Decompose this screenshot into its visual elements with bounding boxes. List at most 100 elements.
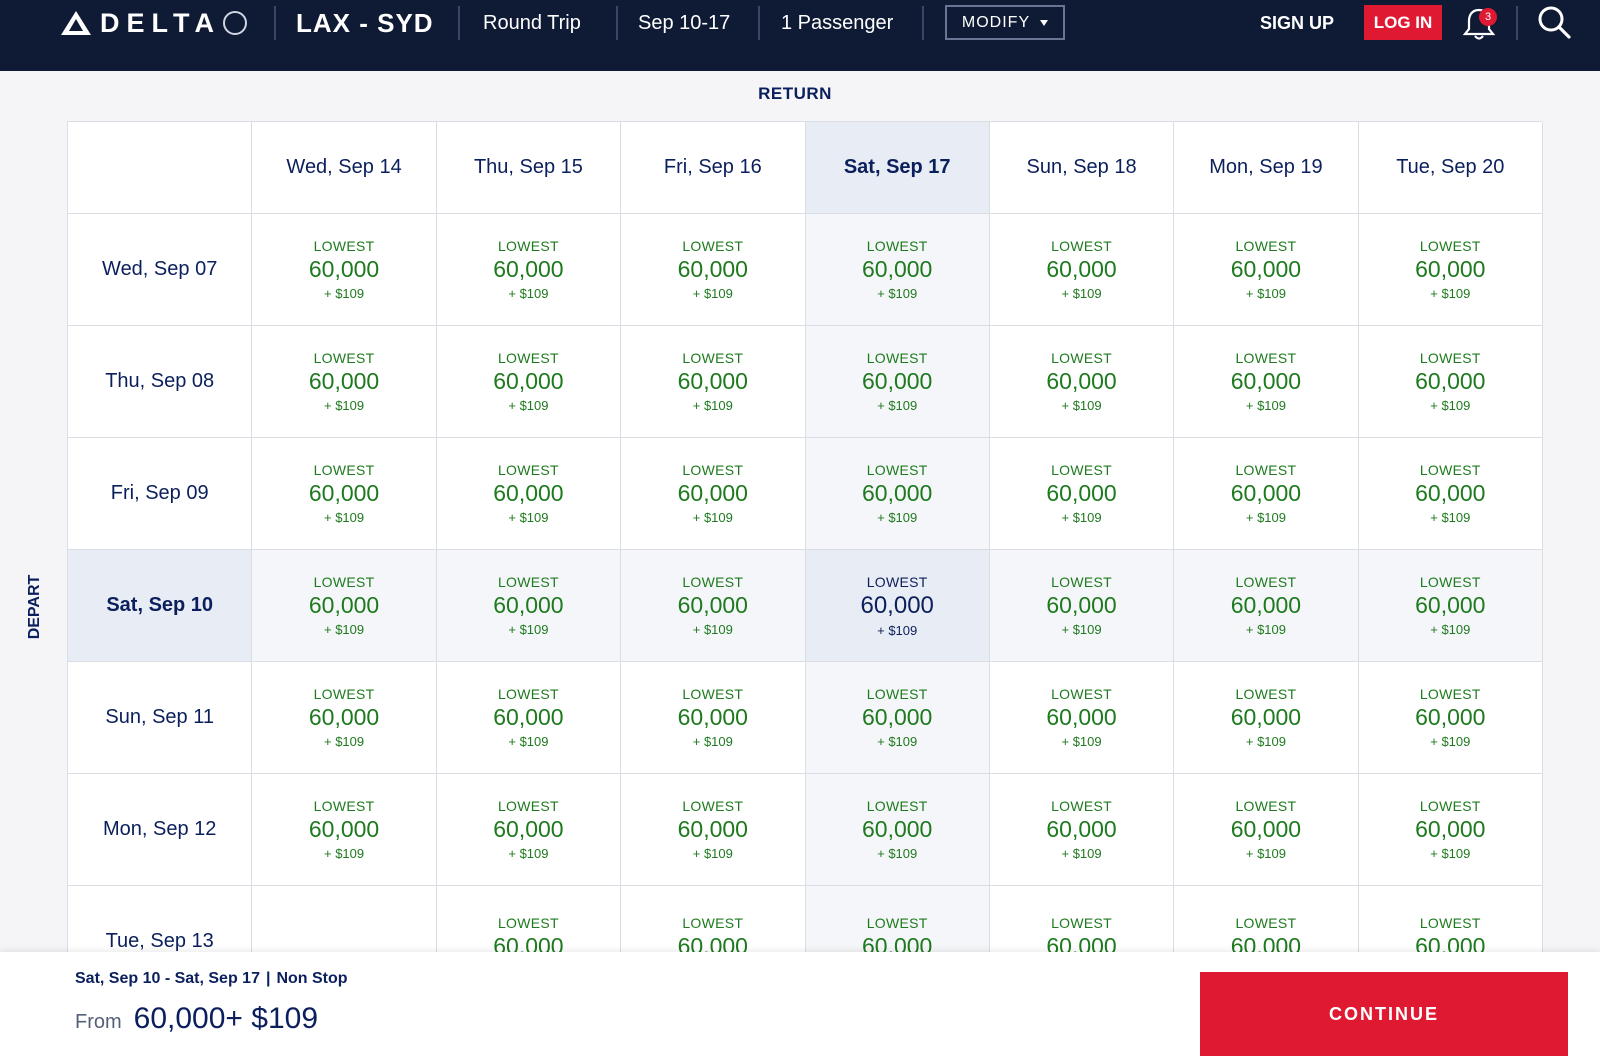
fare-cell[interactable]: LOWEST 60,000 + $109 bbox=[436, 662, 622, 774]
fare-cell[interactable]: LOWEST 60,000 + $109 bbox=[1174, 214, 1359, 326]
fare-taxes: + $109 bbox=[692, 286, 733, 301]
fare-taxes: + $109 bbox=[1061, 846, 1102, 861]
fare-cell[interactable]: LOWEST 60,000 + $109 bbox=[805, 214, 990, 326]
fare-cell[interactable]: LOWEST 60,000 + $109 bbox=[989, 550, 1175, 662]
fare-cell[interactable]: LOWEST 60,000 + $109 bbox=[436, 774, 622, 886]
fare-cell[interactable]: LOWEST 60,000 + $109 bbox=[621, 326, 806, 438]
continue-button[interactable]: CONTINUE bbox=[1200, 972, 1568, 1056]
depart-date-header[interactable]: Sat, Sep 10 bbox=[68, 550, 253, 662]
fare-miles: 60,000 bbox=[1046, 256, 1117, 282]
modify-search-button[interactable]: MODIFY bbox=[945, 5, 1065, 40]
depart-date-header[interactable]: Fri, Sep 09 bbox=[68, 438, 253, 550]
fare-miles: 60,000 bbox=[677, 704, 748, 730]
fare-miles: 60,000 bbox=[1046, 592, 1117, 618]
fare-type-label: LOWEST bbox=[1419, 686, 1481, 702]
fare-cell[interactable]: LOWEST 60,000 + $109 bbox=[436, 214, 622, 326]
fare-cell[interactable]: LOWEST 60,000 + $109 bbox=[805, 774, 990, 886]
fare-cell[interactable]: LOWEST 60,000 + $109 bbox=[621, 662, 806, 774]
fare-miles: 60,000 bbox=[308, 480, 380, 506]
fare-cell[interactable]: LOWEST 60,000 + $109 bbox=[1174, 662, 1359, 774]
fare-cell[interactable]: LOWEST 60,000 + $109 bbox=[989, 438, 1175, 550]
fare-cell[interactable]: LOWEST 60,000 + $109 bbox=[252, 662, 437, 774]
fare-cell[interactable]: LOWEST 60,000 + $109 bbox=[252, 550, 437, 662]
header-divider bbox=[274, 6, 276, 40]
fare-miles: 60,000 bbox=[1046, 480, 1117, 506]
fare-taxes: + $109 bbox=[692, 734, 733, 749]
fare-cell[interactable]: LOWEST 60,000 + $109 bbox=[989, 662, 1175, 774]
fare-cell[interactable]: LOWEST 60,000 + $109 bbox=[436, 326, 622, 438]
fare-cell[interactable]: LOWEST 60,000 + $109 bbox=[1358, 438, 1543, 550]
fare-cell[interactable]: LOWEST 60,000 + $109 bbox=[989, 214, 1175, 326]
fare-cell[interactable]: LOWEST 60,000 + $109 bbox=[1358, 662, 1543, 774]
fare-miles: 60,000 bbox=[1415, 592, 1486, 618]
fare-cell[interactable]: LOWEST 60,000 + $109 bbox=[252, 774, 437, 886]
fare-taxes: + $109 bbox=[1430, 622, 1471, 637]
fare-cell[interactable]: LOWEST 60,000 + $109 bbox=[1174, 550, 1359, 662]
fare-taxes: + $109 bbox=[692, 398, 733, 413]
fare-cell[interactable]: LOWEST 60,000 + $109 bbox=[621, 550, 806, 662]
fare-cell[interactable]: LOWEST 60,000 + $109 bbox=[805, 438, 990, 550]
fare-cell[interactable]: LOWEST 60,000 + $109 bbox=[805, 662, 990, 774]
depart-date-header[interactable]: Thu, Sep 08 bbox=[68, 326, 253, 438]
fare-cell[interactable]: LOWEST 60,000 + $109 bbox=[1174, 438, 1359, 550]
header-divider bbox=[758, 6, 760, 40]
fare-taxes: + $109 bbox=[508, 734, 549, 749]
fare-cell[interactable]: LOWEST 60,000 + $109 bbox=[252, 214, 437, 326]
selection-summary-bar: Sat, Sep 10 - Sat, Sep 17 | Non Stop From … bbox=[0, 952, 1600, 1056]
fare-taxes: + $109 bbox=[1061, 734, 1102, 749]
fare-cell[interactable]: LOWEST 60,000 + $109 bbox=[1174, 774, 1359, 886]
log-in-button[interactable]: LOG IN bbox=[1364, 5, 1442, 40]
fare-cell[interactable]: LOWEST 60,000 + $109 bbox=[252, 438, 437, 550]
delta-logo[interactable]: DELTA bbox=[60, 6, 247, 40]
fare-cell[interactable]: LOWEST 60,000 + $109 bbox=[1174, 326, 1359, 438]
return-date-header[interactable]: Fri, Sep 16 bbox=[621, 122, 806, 214]
fare-cell[interactable]: LOWEST 60,000 + $109 bbox=[621, 438, 806, 550]
fare-miles: 60,000 bbox=[1415, 256, 1486, 282]
fare-type-label: LOWEST bbox=[1419, 798, 1481, 814]
fare-type-label: LOWEST bbox=[497, 915, 559, 931]
header-divider bbox=[458, 6, 460, 40]
return-date-header[interactable]: Wed, Sep 14 bbox=[252, 122, 437, 214]
return-date-header[interactable]: Mon, Sep 19 bbox=[1174, 122, 1359, 214]
depart-date-header[interactable]: Wed, Sep 07 bbox=[68, 214, 253, 326]
fare-cell[interactable]: LOWEST 60,000 + $109 bbox=[621, 774, 806, 886]
fare-taxes: + $109 bbox=[1430, 734, 1471, 749]
fare-type-label: LOWEST bbox=[313, 574, 375, 590]
from-price: From 60,000+ $109 bbox=[75, 1002, 318, 1036]
fare-cell[interactable]: LOWEST 60,000 + $109 bbox=[1358, 326, 1543, 438]
return-date-header[interactable]: Tue, Sep 20 bbox=[1358, 122, 1543, 214]
return-date-header[interactable]: Thu, Sep 15 bbox=[436, 122, 622, 214]
fare-cell[interactable]: LOWEST 60,000 + $109 bbox=[805, 326, 990, 438]
fare-taxes: + $109 bbox=[1245, 622, 1286, 637]
depart-date-header[interactable]: Sun, Sep 11 bbox=[68, 662, 253, 774]
fare-type-label: LOWEST bbox=[682, 462, 744, 478]
fare-cell[interactable]: LOWEST 60,000 + $109 bbox=[989, 326, 1175, 438]
fare-cell[interactable]: LOWEST 60,000 + $109 bbox=[252, 326, 437, 438]
modify-label: MODIFY bbox=[961, 13, 1031, 31]
return-date-header[interactable]: Sun, Sep 18 bbox=[989, 122, 1175, 214]
depart-date-header[interactable]: Mon, Sep 12 bbox=[68, 774, 253, 886]
fare-cell-selected[interactable]: LOWEST 60,000 + $109 bbox=[805, 550, 990, 662]
fare-type-label: LOWEST bbox=[1235, 462, 1297, 478]
fare-type-label: LOWEST bbox=[1051, 686, 1113, 702]
passenger-count: 1 Passenger bbox=[781, 11, 894, 34]
top-navigation-bar: DELTA LAX - SYD Round Trip Sep 10-17 1 P… bbox=[0, 0, 1600, 71]
fare-miles: 60,000 bbox=[862, 704, 933, 730]
fare-type-label: LOWEST bbox=[497, 798, 559, 814]
fare-type-label: LOWEST bbox=[682, 238, 744, 254]
return-date-header[interactable]: Sat, Sep 17 bbox=[805, 122, 990, 214]
fare-taxes: + $109 bbox=[324, 510, 365, 525]
fare-cell[interactable]: LOWEST 60,000 + $109 bbox=[621, 214, 806, 326]
fare-cell[interactable]: LOWEST 60,000 + $109 bbox=[989, 774, 1175, 886]
fare-taxes: + $109 bbox=[1430, 398, 1471, 413]
search-icon[interactable] bbox=[1536, 4, 1572, 40]
fare-taxes: + $109 bbox=[877, 734, 918, 749]
fare-cell[interactable]: LOWEST 60,000 + $109 bbox=[436, 550, 622, 662]
fare-cell[interactable]: LOWEST 60,000 + $109 bbox=[436, 438, 622, 550]
fare-type-label: LOWEST bbox=[497, 574, 559, 590]
stops-info: Non Stop bbox=[276, 970, 348, 987]
fare-cell[interactable]: LOWEST 60,000 + $109 bbox=[1358, 550, 1543, 662]
fare-cell[interactable]: LOWEST 60,000 + $109 bbox=[1358, 774, 1543, 886]
fare-cell[interactable]: LOWEST 60,000 + $109 bbox=[1358, 214, 1543, 326]
sign-up-link[interactable]: SIGN UP bbox=[1260, 12, 1335, 33]
